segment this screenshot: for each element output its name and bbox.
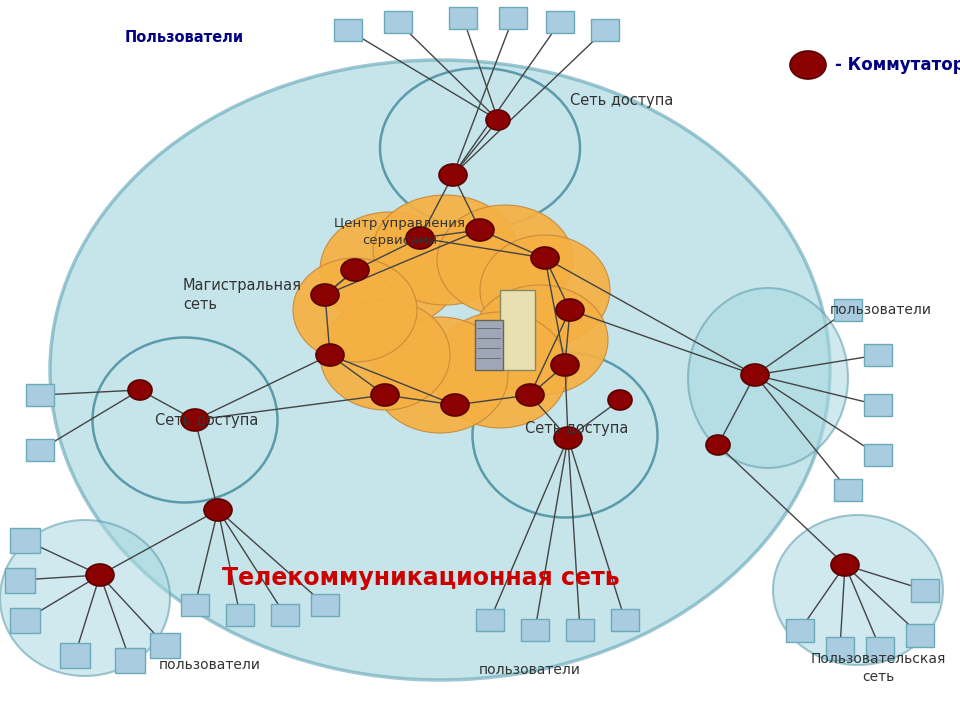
FancyBboxPatch shape xyxy=(500,290,535,370)
FancyBboxPatch shape xyxy=(864,444,892,466)
FancyBboxPatch shape xyxy=(521,619,549,641)
Ellipse shape xyxy=(472,285,608,395)
Ellipse shape xyxy=(773,515,943,665)
Ellipse shape xyxy=(181,409,209,431)
Text: Сеть доступа: Сеть доступа xyxy=(570,92,673,107)
Ellipse shape xyxy=(437,205,573,315)
FancyBboxPatch shape xyxy=(60,642,90,667)
Text: Магистральная
сеть: Магистральная сеть xyxy=(183,278,302,312)
FancyBboxPatch shape xyxy=(26,439,54,461)
Text: пользователи: пользователи xyxy=(479,663,581,677)
Text: - Коммутаторы: - Коммутаторы xyxy=(835,56,960,74)
Ellipse shape xyxy=(608,390,632,410)
FancyBboxPatch shape xyxy=(311,594,339,616)
FancyBboxPatch shape xyxy=(866,636,894,660)
Text: Сеть доступа: Сеть доступа xyxy=(155,413,258,428)
Ellipse shape xyxy=(316,344,344,366)
Ellipse shape xyxy=(486,110,510,130)
Ellipse shape xyxy=(790,51,826,79)
Ellipse shape xyxy=(554,427,582,449)
Text: Пользовательская
сеть: Пользовательская сеть xyxy=(810,652,946,684)
Ellipse shape xyxy=(480,235,610,345)
Ellipse shape xyxy=(311,284,339,306)
Ellipse shape xyxy=(551,354,579,376)
Ellipse shape xyxy=(831,554,859,576)
Ellipse shape xyxy=(128,380,152,400)
Text: Пользователи: Пользователи xyxy=(125,30,244,45)
FancyBboxPatch shape xyxy=(181,594,209,616)
FancyBboxPatch shape xyxy=(476,609,504,631)
Ellipse shape xyxy=(556,299,584,321)
FancyBboxPatch shape xyxy=(864,394,892,416)
FancyBboxPatch shape xyxy=(5,567,35,593)
Ellipse shape xyxy=(439,164,467,186)
FancyBboxPatch shape xyxy=(786,618,814,642)
Ellipse shape xyxy=(441,394,469,416)
Ellipse shape xyxy=(341,259,369,281)
FancyBboxPatch shape xyxy=(911,578,939,601)
Text: пользователи: пользователи xyxy=(830,303,932,317)
Ellipse shape xyxy=(320,212,460,328)
Ellipse shape xyxy=(371,384,399,406)
FancyBboxPatch shape xyxy=(834,299,862,321)
Ellipse shape xyxy=(466,219,494,241)
FancyBboxPatch shape xyxy=(611,609,639,631)
Ellipse shape xyxy=(516,384,544,406)
FancyBboxPatch shape xyxy=(475,320,503,370)
Ellipse shape xyxy=(373,195,517,305)
FancyBboxPatch shape xyxy=(10,528,40,552)
Ellipse shape xyxy=(372,317,508,433)
Ellipse shape xyxy=(706,435,730,455)
FancyBboxPatch shape xyxy=(499,7,527,29)
Ellipse shape xyxy=(293,258,417,362)
Text: Центр управления
сервисами: Центр управления сервисами xyxy=(334,217,466,247)
Ellipse shape xyxy=(531,247,559,269)
FancyBboxPatch shape xyxy=(226,604,254,626)
FancyBboxPatch shape xyxy=(566,619,594,641)
FancyBboxPatch shape xyxy=(115,647,145,672)
FancyBboxPatch shape xyxy=(591,19,619,41)
FancyBboxPatch shape xyxy=(906,624,934,647)
FancyBboxPatch shape xyxy=(826,636,854,660)
Ellipse shape xyxy=(50,60,830,680)
FancyBboxPatch shape xyxy=(10,608,40,632)
FancyBboxPatch shape xyxy=(864,344,892,366)
Text: Телекоммуникационная сеть: Телекоммуникационная сеть xyxy=(222,566,619,590)
FancyBboxPatch shape xyxy=(26,384,54,406)
Ellipse shape xyxy=(204,499,232,521)
FancyBboxPatch shape xyxy=(449,7,477,29)
FancyBboxPatch shape xyxy=(384,11,412,33)
Ellipse shape xyxy=(320,300,450,410)
FancyBboxPatch shape xyxy=(334,19,362,41)
FancyBboxPatch shape xyxy=(546,11,574,33)
Text: пользователи: пользователи xyxy=(159,658,261,672)
Ellipse shape xyxy=(741,364,769,386)
Ellipse shape xyxy=(86,564,114,586)
Ellipse shape xyxy=(688,288,848,468)
FancyBboxPatch shape xyxy=(834,479,862,501)
Ellipse shape xyxy=(406,227,434,249)
Ellipse shape xyxy=(432,312,568,428)
Text: Сеть доступа: Сеть доступа xyxy=(525,420,629,436)
FancyBboxPatch shape xyxy=(271,604,299,626)
FancyBboxPatch shape xyxy=(150,632,180,657)
Ellipse shape xyxy=(0,520,170,676)
